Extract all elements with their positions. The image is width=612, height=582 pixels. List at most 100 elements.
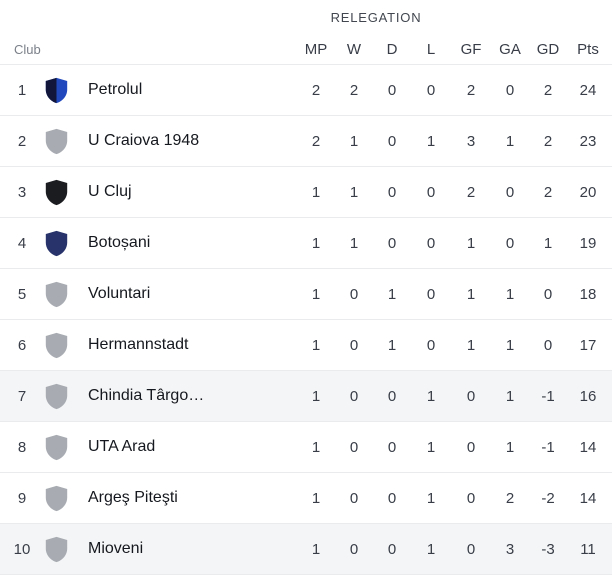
stat-draws: 0: [387, 132, 397, 150]
stat-matches-played: 1: [311, 387, 321, 405]
stat-goals-against: 3: [505, 540, 515, 558]
table-row[interactable]: 2 U Craiova 1948 2 1 0 1 3 1 2 23: [0, 116, 612, 167]
stat-wins: 1: [349, 132, 359, 150]
stat-losses: 1: [426, 387, 436, 405]
stat-points: 19: [579, 234, 597, 252]
team-crest-shield-icon: [45, 179, 67, 205]
stat-goals-for: 3: [466, 132, 476, 150]
table-row[interactable]: 6 Hermannstadt 1 0 1 0 1 1 0 17: [0, 320, 612, 371]
stat-matches-played: 2: [311, 132, 321, 150]
team-name: UTA Arad: [88, 438, 156, 455]
column-header-pts: Pts: [577, 41, 599, 58]
column-header-d: D: [386, 41, 398, 58]
stat-wins: 0: [349, 438, 359, 456]
stat-goals-against: 2: [505, 489, 515, 507]
stat-matches-played: 1: [311, 438, 321, 456]
stat-goal-diff: -1: [541, 438, 555, 456]
stat-goal-diff: 0: [543, 336, 553, 354]
team-crest-shield-icon: [45, 77, 67, 103]
position-number: 3: [17, 183, 27, 201]
stat-wins: 0: [349, 489, 359, 507]
team-crest-shield-icon: [45, 230, 67, 256]
position-number: 5: [17, 285, 27, 303]
table-row[interactable]: 3 U Cluj 1 1 0 0 2 0 2 20: [0, 167, 612, 218]
stat-goals-for: 1: [466, 336, 476, 354]
stat-draws: 0: [387, 387, 397, 405]
stat-goals-for: 0: [466, 489, 476, 507]
stat-wins: 0: [349, 336, 359, 354]
stat-losses: 0: [426, 183, 436, 201]
stat-points: 24: [579, 81, 597, 99]
position-number: 8: [17, 438, 27, 456]
stat-goals-against: 1: [505, 438, 515, 456]
table-row[interactable]: 5 Voluntari 1 0 1 0 1 1 0 18: [0, 269, 612, 320]
stat-goals-against: 0: [505, 81, 515, 99]
stat-points: 14: [579, 438, 597, 456]
team-name: U Cluj: [88, 183, 132, 200]
stat-losses: 0: [426, 234, 436, 252]
stat-draws: 0: [387, 234, 397, 252]
stat-wins: 0: [349, 285, 359, 303]
stat-goals-against: 1: [505, 285, 515, 303]
table-row[interactable]: 8 UTA Arad 1 0 0 1 0 1 -1 14: [0, 422, 612, 473]
stat-losses: 0: [426, 336, 436, 354]
team-name: Argeş Piteşti: [88, 489, 178, 506]
position-number: 9: [17, 489, 27, 507]
team-name: Hermannstadt: [88, 336, 189, 353]
position-number: 2: [17, 132, 27, 150]
stat-wins: 0: [349, 387, 359, 405]
column-header-gf: GF: [460, 41, 482, 58]
stat-goals-against: 1: [505, 132, 515, 150]
stat-wins: 1: [349, 234, 359, 252]
stat-goal-diff: -1: [541, 387, 555, 405]
stat-goals-against: 1: [505, 387, 515, 405]
stat-goals-for: 2: [466, 81, 476, 99]
team-crest-shield-icon: [45, 536, 67, 562]
stat-matches-played: 2: [311, 81, 321, 99]
stat-goal-diff: 2: [543, 183, 553, 201]
table-row[interactable]: 1 Petrolul 2 2 0 0 2 0 2 24: [0, 65, 612, 116]
stat-goal-diff: 1: [543, 234, 553, 252]
column-header-mp: MP: [304, 41, 328, 58]
stat-points: 18: [579, 285, 597, 303]
column-header-l: L: [426, 41, 436, 58]
column-header-w: W: [346, 41, 362, 58]
position-number: 4: [17, 234, 27, 252]
stat-goal-diff: 0: [543, 285, 553, 303]
stat-points: 11: [580, 540, 596, 558]
stat-points: 23: [579, 132, 597, 150]
team-crest-shield-icon: [45, 485, 67, 511]
position-number: 10: [13, 540, 31, 558]
stat-losses: 0: [426, 81, 436, 99]
stat-goals-for: 0: [466, 387, 476, 405]
stat-matches-played: 1: [311, 183, 321, 201]
stat-goals-for: 0: [466, 540, 476, 558]
position-number: 7: [17, 387, 27, 405]
stat-draws: 1: [387, 336, 397, 354]
team-name: Mioveni: [88, 540, 144, 557]
stat-points: 17: [579, 336, 597, 354]
stat-draws: 0: [387, 438, 397, 456]
stat-draws: 0: [387, 81, 397, 99]
stat-goals-for: 1: [466, 285, 476, 303]
table-row[interactable]: 7 Chindia Târgo… 1 0 0 1 0 1 -1 16: [0, 371, 612, 422]
stat-goals-for: 0: [466, 438, 476, 456]
team-name: U Craiova 1948: [88, 132, 200, 149]
team-crest-shield-icon: [45, 128, 67, 154]
position-number: 6: [17, 336, 27, 354]
stat-points: 16: [579, 387, 597, 405]
table-row[interactable]: 10 Mioveni 1 0 0 1 0 3 -3 11: [0, 524, 612, 575]
team-crest-shield-icon: [45, 383, 67, 409]
stat-draws: 1: [387, 285, 397, 303]
stat-wins: 2: [349, 81, 359, 99]
stat-draws: 0: [387, 489, 397, 507]
table-row[interactable]: 9 Argeş Piteşti 1 0 0 1 0 2 -2 14: [0, 473, 612, 524]
column-header-ga: GA: [499, 41, 521, 58]
stat-goals-for: 1: [466, 234, 476, 252]
position-number: 1: [17, 81, 27, 99]
stat-matches-played: 1: [311, 540, 321, 558]
table-row[interactable]: 4 Botoșani 1 1 0 0 1 0 1 19: [0, 218, 612, 269]
stat-goal-diff: 2: [543, 132, 553, 150]
stat-matches-played: 1: [311, 336, 321, 354]
